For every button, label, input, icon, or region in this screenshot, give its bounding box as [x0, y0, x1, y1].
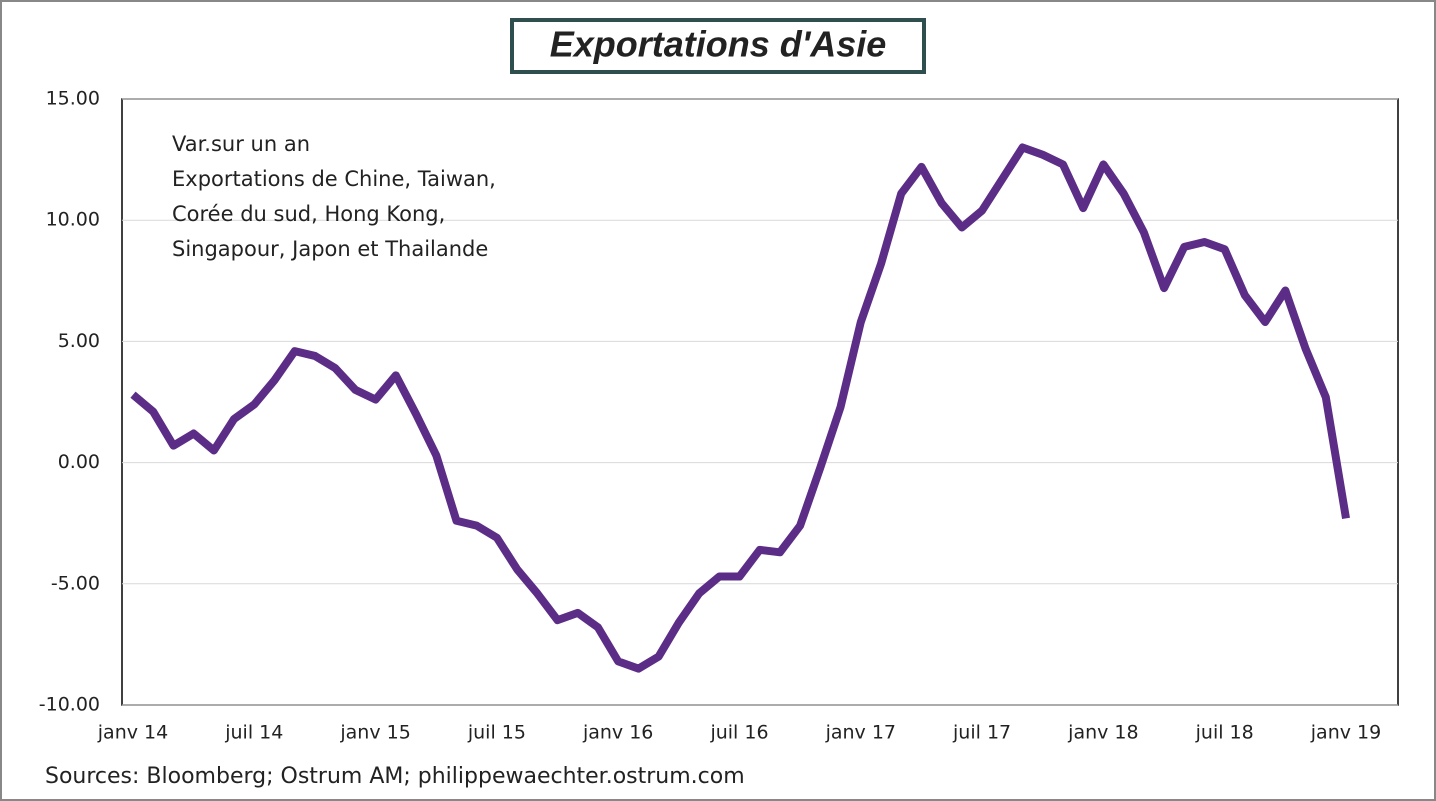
x-tick-label: juil 15 [467, 722, 526, 744]
y-tick-label: 10.00 [46, 209, 100, 231]
x-tick-label: janv 16 [582, 722, 653, 744]
data-line [130, 143, 1350, 673]
x-tick-label: janv 14 [97, 722, 168, 744]
x-tick-label: juil 16 [709, 722, 768, 744]
source: Sources: Bloomberg; Ostrum AM; philippew… [45, 764, 745, 789]
annotation: Singapour, Japon et Thailande [172, 237, 488, 261]
x-tick-label: janv 17 [825, 722, 896, 744]
annotation: Var.sur un an [172, 132, 310, 156]
y-tick-label: 0.00 [58, 451, 100, 473]
x-tick-label: janv 15 [339, 722, 410, 744]
x-tick-label: juil 14 [224, 722, 283, 744]
x-tick-label: janv 19 [1310, 722, 1381, 744]
x-tick-label: juil 18 [1195, 722, 1254, 744]
annotation: Exportations de Chine, Taiwan, [172, 167, 496, 191]
y-tick-label: 15.00 [46, 88, 100, 110]
annotation: Corée du sud, Hong Kong, [172, 202, 445, 226]
y-tick-label: -10.00 [39, 694, 100, 716]
plot-area [121, 98, 1399, 706]
y-tick-label: 5.00 [58, 330, 100, 352]
y-tick-label: -5.00 [51, 572, 100, 594]
x-tick-label: janv 18 [1067, 722, 1138, 744]
title-box [510, 18, 926, 74]
x-tick-label: juil 17 [952, 722, 1011, 744]
chart-title: Exportations d'Asie [550, 24, 887, 65]
